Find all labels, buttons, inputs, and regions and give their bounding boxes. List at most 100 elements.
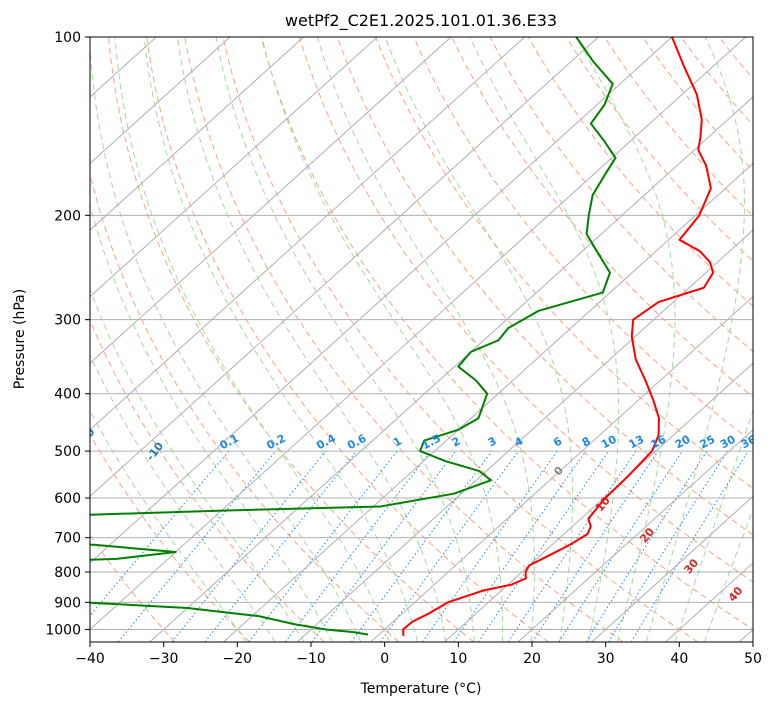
isotherm-line (90, 37, 378, 298)
moist-adiabat-line (90, 203, 333, 642)
mixing-ratio-line (422, 450, 558, 642)
isotherm-line (149, 96, 753, 642)
x-tick-label: 40 (670, 651, 688, 667)
x-tick-label: −10 (296, 651, 326, 667)
moist-adiabat-line (469, 37, 620, 642)
mixing-ratio-lines (90, 450, 749, 642)
x-tick-label: 30 (597, 651, 615, 667)
isotherm-line (223, 162, 753, 642)
y-tick-label: 1000 (45, 622, 81, 638)
x-tick-label: −20 (223, 651, 253, 667)
mixing-ratio-label: 36 (739, 433, 759, 452)
y-tick-label: 900 (54, 595, 81, 611)
moist-adiabat-line (90, 39, 362, 642)
moist-adiabat-line (90, 409, 247, 642)
dry-adiabat-line (222, 37, 699, 642)
dry-adiabat-line (604, 37, 753, 217)
isotherm-line (90, 37, 746, 631)
x-axis-title: Temperature (°C) (360, 681, 482, 697)
x-tick-label: −30 (149, 651, 179, 667)
y-tick-label: 100 (54, 30, 81, 46)
dry-adiabat-line (642, 37, 753, 172)
moist-adiabat-line (576, 37, 676, 642)
dry-adiabat-line (489, 37, 753, 353)
mixing-ratio-label: 13 (627, 433, 647, 452)
isotherm-line (370, 295, 753, 642)
line-labels: -100-90-80-70-60-50-40-30-20-10010203040… (75, 425, 759, 604)
y-tick-label: 300 (54, 313, 81, 329)
dry-adiabat-line (108, 37, 475, 642)
x-tick-label: 10 (449, 651, 467, 667)
y-tick-label: 700 (54, 531, 81, 547)
moist-adiabats (90, 37, 753, 642)
moist-adiabat-line (674, 408, 753, 642)
mixing-ratio-line (171, 450, 327, 642)
dry-adiabat-line (90, 319, 325, 642)
isotherm-line (517, 429, 753, 642)
mixing-ratio-line (204, 450, 357, 642)
dry-adiabat-line (260, 37, 753, 631)
moist-adiabat-line (143, 37, 418, 642)
moist-adiabat-line (114, 37, 390, 642)
mixing-ratio-line (284, 450, 432, 642)
isotherm-line (90, 37, 599, 497)
isotherm-line (591, 495, 753, 642)
moist-adiabat-line (215, 37, 475, 642)
mixing-ratio-label: 25 (698, 433, 718, 452)
dewpoint-line (90, 37, 617, 636)
moist-adiabat-line (316, 37, 535, 642)
isotherm-line (90, 37, 673, 564)
y-tick-label: 600 (54, 491, 81, 507)
y-axis-title: Pressure (hPa) (12, 289, 28, 389)
chart-title: wetPf2_C2E1.2025.101.01.36.E33 (285, 11, 557, 31)
isotherm-line (90, 37, 452, 364)
y-axis-ticks: 100 200 300 400 500 600 700 800 900 1000 (45, 30, 90, 638)
mixing-ratio-line (90, 450, 230, 617)
mixing-ratio-line (117, 450, 277, 642)
dry-adiabat-line (146, 37, 549, 642)
mixing-ratio-label: 30 (718, 433, 738, 452)
x-axis-ticks: −40 −30 −20 −10 0 10 20 30 40 50 (75, 642, 762, 667)
y-tick-label: 800 (54, 565, 81, 581)
mixing-ratio-line (311, 450, 457, 642)
dry-adiabat-line (184, 37, 624, 642)
mixing-ratio-line (630, 450, 749, 642)
isobar-grid (90, 37, 753, 630)
dry-adiabat-label: -20 (75, 425, 98, 449)
moist-adiabat-line (176, 37, 447, 642)
dry-adiabats (90, 37, 775, 642)
mixing-ratio-line (507, 450, 637, 642)
isotherm-line (90, 37, 304, 231)
mixing-ratio-line (558, 450, 683, 642)
x-tick-label: 50 (744, 651, 762, 667)
mixing-ratio-label: 20 (673, 433, 693, 452)
mixing-ratio-label: 10 (599, 433, 619, 452)
mixing-ratio-line (477, 450, 610, 642)
plot-background (90, 37, 753, 642)
isotherm-line (90, 37, 525, 431)
moist-adiabat-line (645, 37, 745, 642)
y-tick-label: 500 (54, 444, 81, 460)
isotherm-line (90, 37, 231, 165)
dry-adiabat-line (757, 37, 775, 642)
x-tick-label: 0 (380, 651, 389, 667)
dry-adiabat-line (90, 433, 250, 642)
mixing-ratio-line (453, 450, 587, 642)
dry-adiabat-line (451, 37, 753, 398)
moist-adiabat-line (90, 353, 276, 642)
mixing-ratio-label: 16 (649, 433, 669, 452)
isotherm-line (444, 362, 753, 642)
y-tick-label: 400 (54, 387, 81, 403)
dry-adiabat-line (336, 37, 753, 536)
moist-adiabat-line (261, 37, 504, 642)
profile-series (90, 37, 715, 636)
dry-adiabat-line (527, 37, 753, 307)
dry-adiabat-line (375, 37, 753, 490)
x-tick-label: 20 (523, 651, 541, 667)
x-tick-label: −40 (75, 651, 105, 667)
dry-adiabat-line (90, 171, 400, 642)
plot-frame (89, 36, 754, 643)
temperature-line (402, 37, 715, 636)
dry-adiabat-line (298, 37, 753, 583)
